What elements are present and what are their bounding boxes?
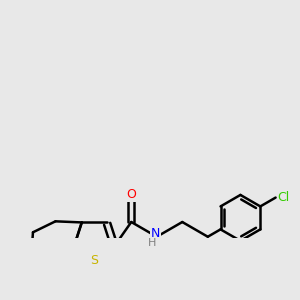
Text: O: O — [126, 188, 136, 200]
Text: Cl: Cl — [278, 191, 290, 204]
Text: H: H — [148, 238, 157, 248]
Text: S: S — [90, 254, 98, 267]
Text: N: N — [151, 227, 160, 240]
